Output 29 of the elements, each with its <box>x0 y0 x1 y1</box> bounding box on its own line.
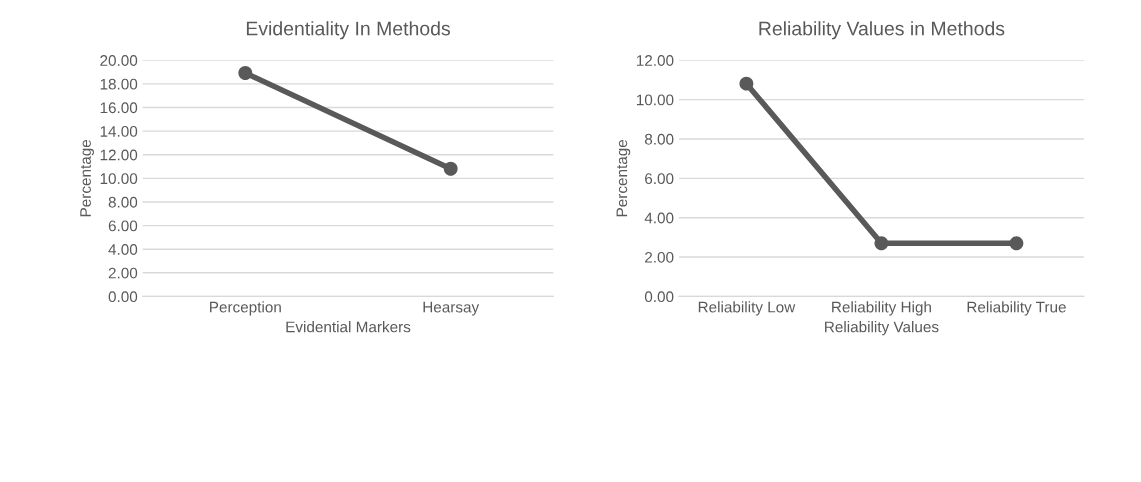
y-tick-label: 0.00 <box>644 291 674 303</box>
y-tick-label: 14.00 <box>100 125 138 137</box>
y-axis-title: Percentage <box>616 139 631 217</box>
y-tick-label: 2.00 <box>645 251 674 263</box>
y-tick-label: 12.00 <box>100 149 138 161</box>
y-tick-label: 6.00 <box>108 220 138 232</box>
y-tick-label: 18.00 <box>100 78 138 90</box>
y-tick-label: 10.00 <box>100 173 138 185</box>
y-axis-title: Percentage <box>80 139 94 217</box>
y-tick-label: 10.00 <box>636 94 674 106</box>
y-tick-label: 4.00 <box>644 212 674 224</box>
x-axis-title: Evidential Markers <box>286 321 411 333</box>
y-tick-label: 2.00 <box>108 267 138 279</box>
y-tick-label: 0.00 <box>108 291 138 303</box>
y-tick-label: 4.00 <box>108 244 138 255</box>
x-axis-title: Reliability Values <box>825 321 939 336</box>
y-tick-label: 6.00 <box>645 173 674 185</box>
y-tick-label: 20.00 <box>100 55 138 66</box>
y-tick-label: 8.00 <box>644 133 674 145</box>
chart-title: Reliability Values in Methods <box>759 21 1005 40</box>
x-tick-label: Reliability High <box>832 301 931 316</box>
x-tick-label: Hearsay <box>423 301 480 316</box>
y-tick-label: 12.00 <box>636 55 674 66</box>
x-tick-label: Perception <box>210 301 281 316</box>
x-tick-label: Reliability Low <box>698 301 796 316</box>
y-tick-label: 8.00 <box>108 196 138 208</box>
y-tick-label: 16.00 <box>100 102 138 114</box>
chart-title: Evidentiality In Methods <box>246 21 450 40</box>
x-tick-label: Reliability True <box>967 301 1066 316</box>
